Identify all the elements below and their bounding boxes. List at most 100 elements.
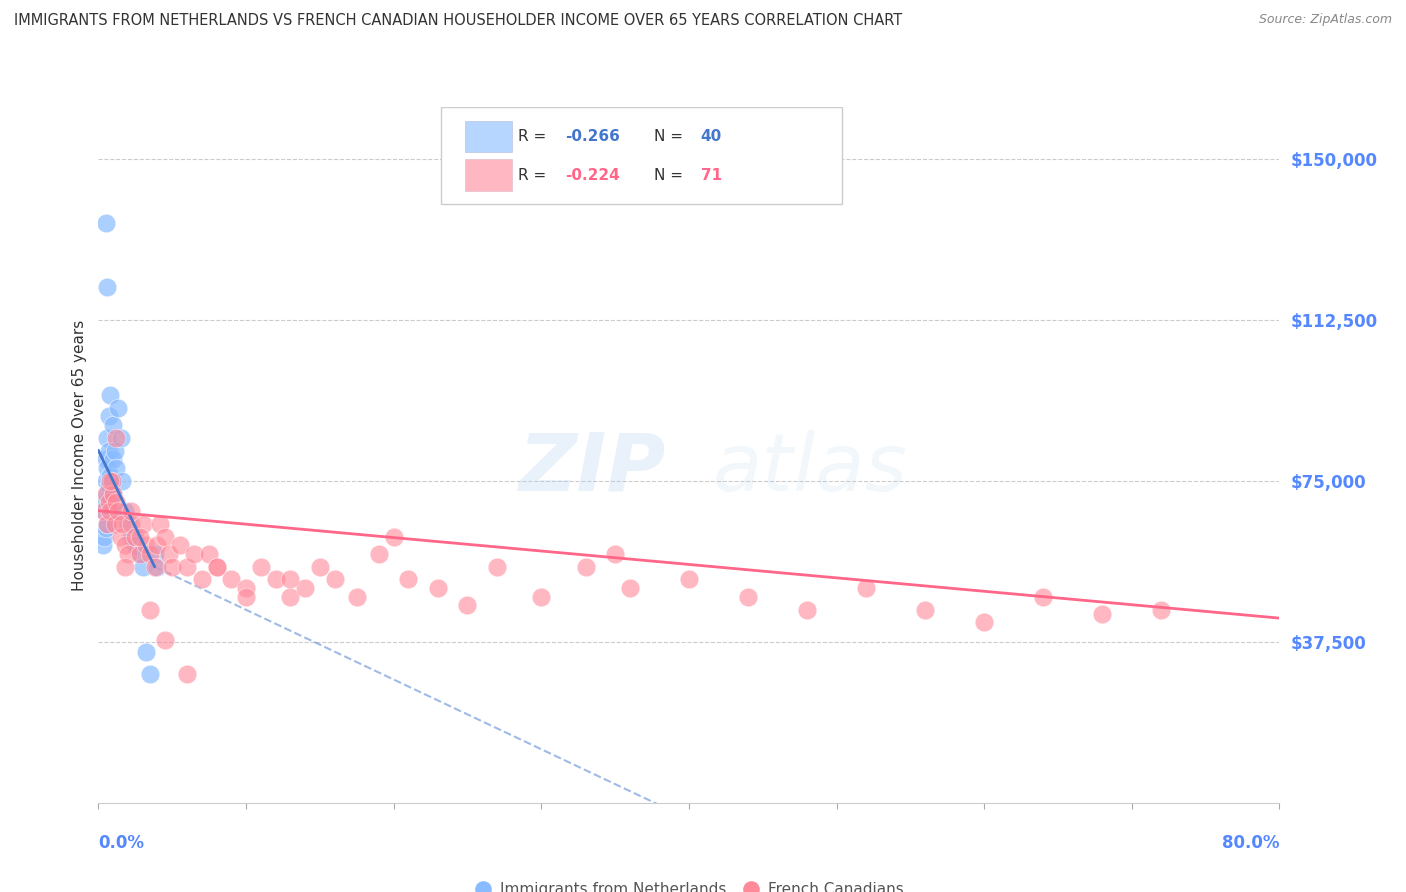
Point xyxy=(132,516,155,531)
Point xyxy=(143,547,166,561)
Text: Source: ZipAtlas.com: Source: ZipAtlas.com xyxy=(1258,13,1392,27)
Point xyxy=(114,538,136,552)
Point xyxy=(456,599,478,613)
Point xyxy=(250,559,273,574)
Point xyxy=(382,529,405,543)
Point xyxy=(94,486,117,500)
Point xyxy=(132,559,155,574)
Point xyxy=(139,547,162,561)
Point xyxy=(205,559,228,574)
Text: R =: R = xyxy=(517,168,551,183)
Point xyxy=(146,538,169,552)
Point xyxy=(100,474,122,488)
Point xyxy=(93,529,115,543)
Point xyxy=(98,504,121,518)
Point xyxy=(110,431,132,445)
Point xyxy=(98,495,121,509)
Point xyxy=(176,667,198,681)
Point xyxy=(107,401,129,415)
Point xyxy=(1150,602,1173,616)
Point xyxy=(120,504,142,518)
Point xyxy=(120,529,142,543)
Point xyxy=(973,615,995,630)
Point xyxy=(120,516,142,531)
Point xyxy=(294,581,316,595)
Text: -0.266: -0.266 xyxy=(565,129,620,145)
Point xyxy=(100,504,122,518)
Legend: Immigrants from Netherlands, French Canadians: Immigrants from Netherlands, French Cana… xyxy=(468,876,910,892)
Point xyxy=(110,529,132,543)
Text: IMMIGRANTS FROM NETHERLANDS VS FRENCH CANADIAN HOUSEHOLDER INCOME OVER 65 YEARS : IMMIGRANTS FROM NETHERLANDS VS FRENCH CA… xyxy=(14,13,903,29)
Text: R =: R = xyxy=(517,129,551,145)
Point xyxy=(124,538,146,552)
Point xyxy=(103,452,125,467)
Text: -0.224: -0.224 xyxy=(565,168,620,183)
Point xyxy=(619,581,641,595)
Point xyxy=(157,547,180,561)
Point xyxy=(97,409,120,424)
Point xyxy=(368,547,391,561)
Point xyxy=(530,590,553,604)
Point xyxy=(427,581,450,595)
Point xyxy=(486,559,509,574)
Point xyxy=(264,573,287,587)
Point xyxy=(97,443,120,458)
Point xyxy=(94,495,117,509)
Point xyxy=(135,645,157,659)
Point xyxy=(105,460,128,475)
Point xyxy=(104,443,127,458)
Point xyxy=(94,474,117,488)
Point xyxy=(128,547,150,561)
Point xyxy=(96,486,118,500)
Point xyxy=(98,388,121,402)
Point xyxy=(105,431,128,445)
Point xyxy=(94,452,117,467)
Point xyxy=(111,516,134,531)
Point xyxy=(128,529,150,543)
Y-axis label: Householder Income Over 65 years: Householder Income Over 65 years xyxy=(72,319,87,591)
Point xyxy=(235,590,257,604)
Point xyxy=(103,486,125,500)
Point xyxy=(198,547,221,561)
Point xyxy=(139,667,162,681)
Text: 80.0%: 80.0% xyxy=(1222,834,1279,852)
FancyBboxPatch shape xyxy=(441,107,842,204)
Point xyxy=(219,573,242,587)
Point xyxy=(149,516,172,531)
Point xyxy=(114,504,136,518)
Point xyxy=(574,559,596,574)
Point xyxy=(104,516,127,531)
Point xyxy=(678,573,700,587)
Point xyxy=(96,460,118,475)
FancyBboxPatch shape xyxy=(464,159,512,191)
Point xyxy=(91,538,114,552)
Point xyxy=(96,516,118,531)
Point xyxy=(135,538,157,552)
Point xyxy=(737,590,759,604)
Point xyxy=(97,504,120,518)
Point xyxy=(93,504,115,518)
Point xyxy=(169,538,191,552)
Point xyxy=(605,547,627,561)
Point xyxy=(796,602,818,616)
Point xyxy=(1091,607,1114,621)
Point xyxy=(183,547,205,561)
Point xyxy=(98,474,121,488)
Point xyxy=(176,559,198,574)
Text: N =: N = xyxy=(654,168,688,183)
Point xyxy=(111,474,134,488)
Point xyxy=(96,516,118,531)
Point xyxy=(117,547,139,561)
Point xyxy=(278,590,302,604)
Point xyxy=(346,590,368,604)
Point xyxy=(128,547,150,561)
Point xyxy=(143,559,166,574)
Point xyxy=(855,581,877,595)
Point xyxy=(98,469,121,483)
Point xyxy=(146,559,169,574)
Point xyxy=(94,521,117,535)
Point xyxy=(97,478,120,492)
Point xyxy=(103,417,125,432)
Text: 71: 71 xyxy=(700,168,721,183)
Text: 0.0%: 0.0% xyxy=(98,834,145,852)
